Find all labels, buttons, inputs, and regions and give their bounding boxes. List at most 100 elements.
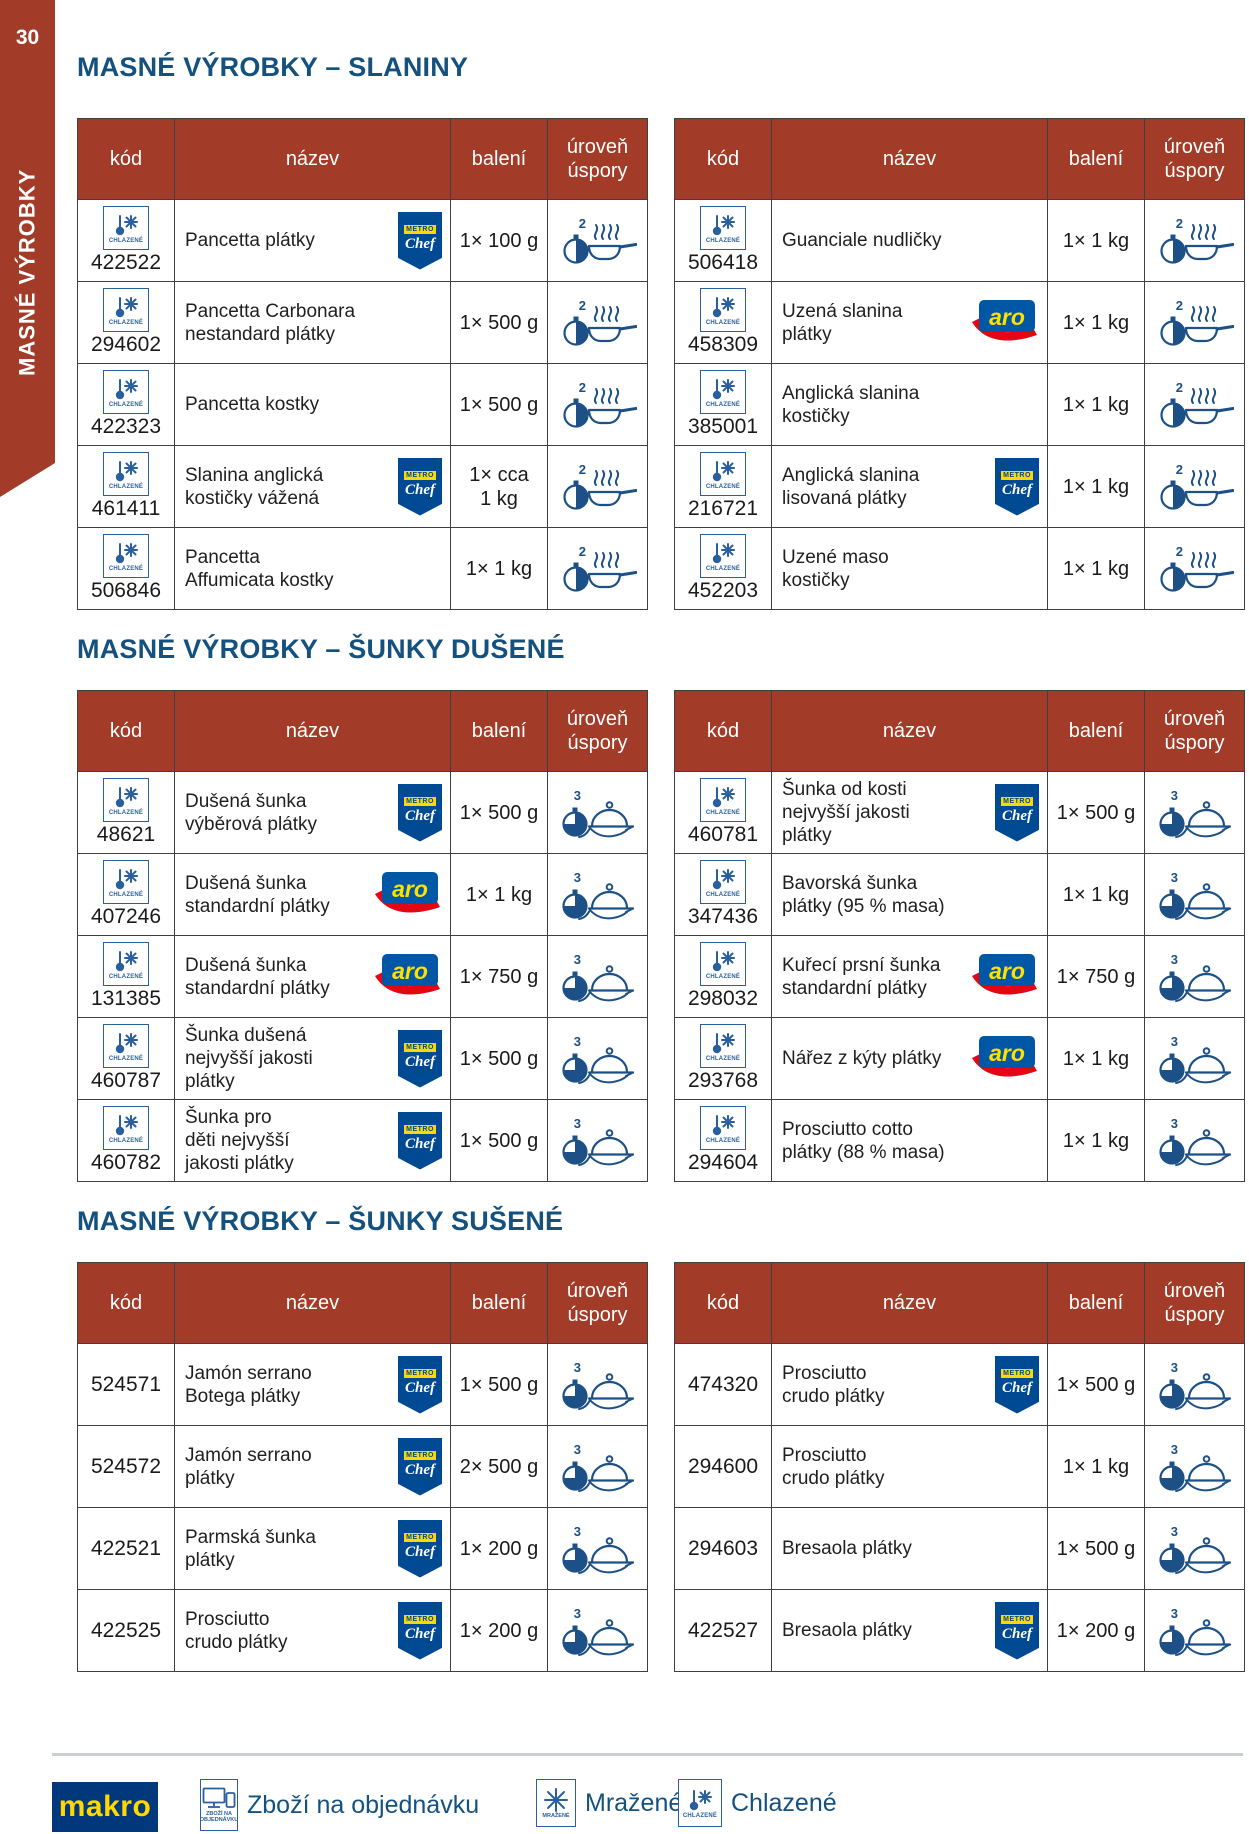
product-code: 347436 xyxy=(687,905,759,928)
product-code: 422525 xyxy=(90,1618,162,1642)
column-header: úroveň úspory xyxy=(547,690,648,772)
metro-chef-badge-chef-text: Chef xyxy=(1002,481,1032,498)
product-name: Jamón serrano Botega plátky xyxy=(185,1362,312,1407)
svg-text:3: 3 xyxy=(1170,870,1177,885)
pack-cell: 1× 1 kg xyxy=(1047,445,1145,528)
section-title: MASNÉ VÝROBKY – SLANINY xyxy=(77,52,469,82)
table-row: CHLAZENÉ 422522 Pancetta plátky METRO Chef 1×… xyxy=(77,199,648,282)
svg-text:3: 3 xyxy=(573,1116,580,1131)
svg-text:2: 2 xyxy=(1175,216,1182,231)
savings-cloche-icon: 3 xyxy=(561,1524,634,1574)
pack-cell: 1× 200 g xyxy=(450,1589,548,1672)
savings-cloche-icon: 3 xyxy=(1158,1524,1231,1574)
chilled-icon: CHLAZENÉ xyxy=(700,452,746,496)
pack-cell: 1× 500 g xyxy=(450,1099,548,1182)
table-row: CHLAZENÉ 216721 Anglická slanina lisovaná … xyxy=(674,445,1245,528)
chilled-icon: CHLAZENÉ xyxy=(103,778,149,822)
pack-cell: 1× 500 g xyxy=(450,1343,548,1426)
legend-item: ZBOŽÍ NA OBJEDNÁVKU Zboží na objednávku xyxy=(200,1779,479,1831)
product-name: Dušená šunka výběrová plátky xyxy=(185,790,318,835)
code-cell: 294603 xyxy=(674,1507,772,1590)
savings-cell: 2 xyxy=(1144,527,1245,610)
svg-text:aro: aro xyxy=(392,958,428,984)
brand-badge-slot: aro xyxy=(372,952,442,1002)
svg-text:aro: aro xyxy=(989,304,1025,330)
table-row: CHLAZENÉ 506846 Pancetta Affumicata kostky… xyxy=(77,527,648,610)
savings-cloche-icon: 3 xyxy=(1158,1442,1231,1492)
savings-cell: 3 xyxy=(547,1343,648,1426)
aro-badge: aro xyxy=(375,953,440,995)
table-row: CHLAZENÉ 294602 Pancetta Carbonara nestand… xyxy=(77,281,648,364)
chilled-icon-label: CHLAZENÉ xyxy=(705,319,741,326)
chilled-icon: CHLAZENÉ xyxy=(700,942,746,986)
product-name: Nářez z kýty plátky xyxy=(782,1048,942,1069)
metro-chef-badge: METRO Chef xyxy=(398,1355,442,1414)
code-cell: CHLAZENÉ 460782 xyxy=(77,1099,175,1182)
chilled-icon: CHLAZENÉ xyxy=(678,1779,722,1827)
product-name: Prosciutto crudo plátky xyxy=(782,1444,885,1489)
svg-text:3: 3 xyxy=(1170,1606,1177,1621)
savings-cell: 3 xyxy=(547,1017,648,1100)
pack-cell: 1× 500 g xyxy=(1047,1343,1145,1426)
product-code: 385001 xyxy=(687,415,759,438)
metro-chef-badge-metro-text: METRO xyxy=(404,1042,436,1052)
table-row: 474320 Prosciutto crudo plátky METRO Chef 1×… xyxy=(674,1343,1245,1426)
savings-cloche-icon: 3 xyxy=(561,1034,634,1084)
name-cell: Prosciutto crudo plátky METRO Chef xyxy=(174,1589,451,1672)
name-cell: Šunka dušená nejvyšší jakosti plátky METR… xyxy=(174,1017,451,1100)
name-cell: Prosciutto crudo plátky METRO Chef xyxy=(771,1343,1048,1426)
name-cell: Prosciutto crudo plátky xyxy=(771,1425,1048,1508)
metro-chef-badge-metro-text: METRO xyxy=(404,1368,436,1378)
svg-text:3: 3 xyxy=(1170,1116,1177,1131)
product-code: 524571 xyxy=(90,1372,162,1396)
name-cell: Anglická slanina kostičky xyxy=(771,363,1048,446)
table-header-row: kód název balení úroveň úspory xyxy=(77,690,648,772)
metro-chef-badge: METRO Chef xyxy=(398,783,442,842)
metro-chef-badge-chef-text: Chef xyxy=(1002,1379,1032,1396)
chilled-icon-label: CHLAZENÉ xyxy=(108,401,144,408)
metro-chef-badge-chef-text: Chef xyxy=(405,1135,435,1152)
column-header: balení xyxy=(1047,118,1145,200)
product-name: Uzená slanina plátky xyxy=(782,300,903,345)
savings-cloche-icon: 3 xyxy=(561,1606,634,1656)
product-name: Dušená šunka standardní plátky xyxy=(185,872,330,917)
code-cell: 422525 xyxy=(77,1589,175,1672)
savings-cell: 3 xyxy=(547,771,648,854)
product-code: 48621 xyxy=(96,823,156,846)
chilled-icon-label: CHLAZENÉ xyxy=(108,809,144,816)
savings-cell: 3 xyxy=(547,1507,648,1590)
product-name: Anglická slanina kostičky xyxy=(782,382,920,427)
savings-cell: 3 xyxy=(547,853,648,936)
product-name: Prosciutto crudo plátky xyxy=(185,1608,288,1653)
pack-cell: 1× 1 kg xyxy=(1047,281,1145,364)
savings-pan-icon: 2 xyxy=(562,298,637,346)
column-header: úroveň úspory xyxy=(1144,118,1245,200)
code-cell: CHLAZENÉ 407246 xyxy=(77,853,175,936)
metro-chef-badge-chef-text: Chef xyxy=(405,1053,435,1070)
svg-text:aro: aro xyxy=(392,876,428,902)
product-name: Jamón serrano plátky xyxy=(185,1444,312,1489)
pack-cell: 1× 500 g xyxy=(450,363,548,446)
table-row: 524572 Jamón serrano plátky METRO Chef 2× 50… xyxy=(77,1425,648,1508)
savings-cloche-icon: 3 xyxy=(1158,952,1231,1002)
pack-cell: 1× cca 1 kg xyxy=(450,445,548,528)
catalog-section: MASNÉ VÝROBKY – SLANINY kód název balení úro… xyxy=(77,52,1245,610)
pack-cell: 2× 500 g xyxy=(450,1425,548,1508)
sidebar-category-label: MASNÉ VÝROBKY xyxy=(14,168,40,377)
svg-text:2: 2 xyxy=(578,216,585,231)
chilled-icon-label: CHLAZENÉ xyxy=(705,401,741,408)
svg-text:3: 3 xyxy=(573,1360,580,1375)
code-cell: CHLAZENÉ 294604 xyxy=(674,1099,772,1182)
metro-chef-badge-chef-text: Chef xyxy=(405,481,435,498)
product-name: Guanciale nudličky xyxy=(782,230,942,251)
product-name: Kuřecí prsní šunka standardní plátky xyxy=(782,954,941,999)
svg-text:2: 2 xyxy=(578,380,585,395)
svg-text:3: 3 xyxy=(573,1034,580,1049)
brand-badge-slot: METRO Chef xyxy=(398,1601,442,1660)
svg-text:2: 2 xyxy=(1175,544,1182,559)
savings-pan-icon: 2 xyxy=(562,216,637,264)
code-cell: CHLAZENÉ 385001 xyxy=(674,363,772,446)
metro-chef-badge-chef-text: Chef xyxy=(405,235,435,252)
name-cell: Uzená slanina plátky aro xyxy=(771,281,1048,364)
svg-text:3: 3 xyxy=(1170,1524,1177,1539)
